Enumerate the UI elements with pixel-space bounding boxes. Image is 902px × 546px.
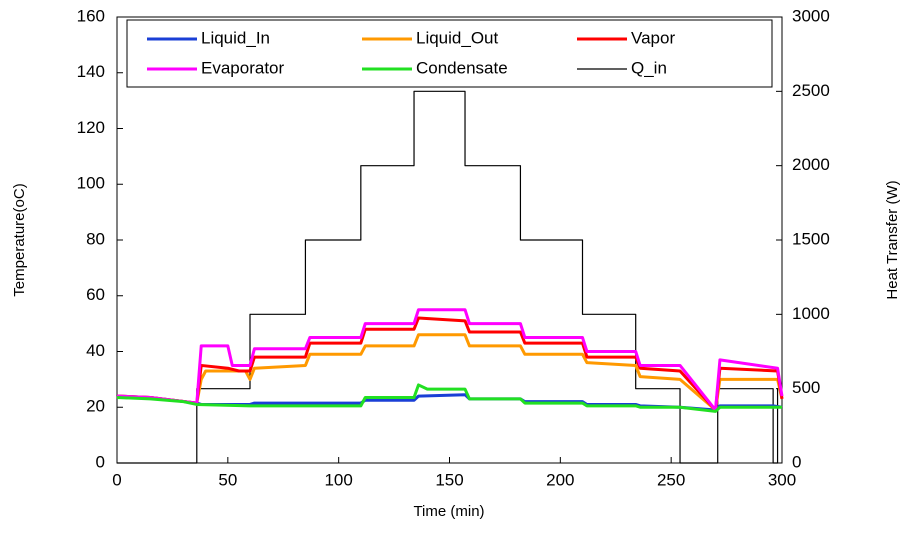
- x-tick-label: 150: [435, 470, 463, 489]
- y-tick-label: 40: [86, 341, 105, 360]
- y-axis-title: Temperature(oC): [11, 183, 28, 296]
- y2-tick-label: 2000: [792, 155, 830, 174]
- series-line: [116, 316, 784, 412]
- series-line: [117, 90, 782, 464]
- x-tick-label: 200: [546, 470, 574, 489]
- legend-label: Liquid_In: [201, 28, 270, 47]
- y2-tick-label: 1000: [792, 304, 830, 323]
- y2-tick-label: 2500: [792, 81, 830, 100]
- y2-tick-label: 0: [792, 452, 801, 471]
- x-axis-title: Time (min): [413, 503, 484, 520]
- y2-tick-label: 3000: [792, 6, 830, 25]
- x-tick-label: 0: [112, 470, 121, 489]
- legend-label: Vapor: [631, 28, 675, 47]
- x-tick-label: 250: [657, 470, 685, 489]
- legend-label: Condensate: [416, 58, 508, 77]
- x-tick-label: 100: [324, 470, 352, 489]
- x-tick-label: 50: [218, 470, 237, 489]
- y-tick-label: 20: [86, 397, 105, 416]
- x-tick-label: 300: [768, 470, 796, 489]
- y-tick-label: 60: [86, 285, 105, 304]
- y-tick-label: 100: [77, 174, 105, 193]
- y-tick-label: 160: [77, 6, 105, 25]
- y2-tick-label: 500: [792, 378, 820, 397]
- y2-axis-title: Heat Transfer (W): [884, 180, 901, 299]
- y-tick-label: 80: [86, 229, 105, 248]
- series-line: [116, 308, 784, 412]
- series-line: [116, 383, 782, 413]
- y2-tick-label: 1500: [792, 229, 830, 248]
- legend-label: Q_in: [631, 58, 667, 77]
- legend-label: Evaporator: [201, 58, 284, 77]
- series-line: [116, 333, 784, 412]
- y-tick-label: 120: [77, 118, 105, 137]
- y-tick-label: 140: [77, 62, 105, 81]
- y-tick-label: 0: [96, 452, 105, 471]
- legend-label: Liquid_Out: [416, 28, 499, 47]
- legend-box: [126, 19, 773, 88]
